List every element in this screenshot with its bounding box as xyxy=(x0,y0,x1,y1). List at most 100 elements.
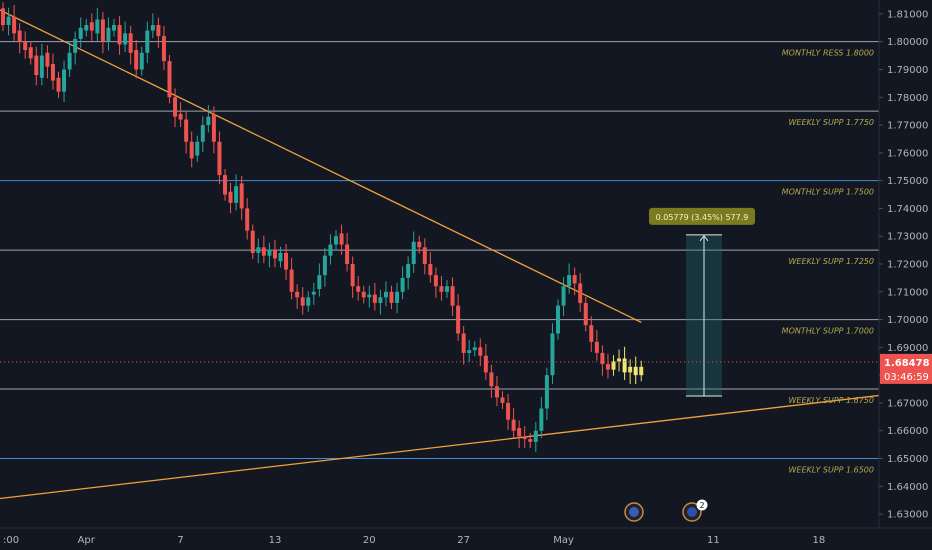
candle-body xyxy=(633,366,638,376)
price-tick-label: 1.74000 xyxy=(887,204,928,215)
candle-body xyxy=(622,358,627,373)
measure-tool[interactable]: 0.05779 (3.45%) 577.9 xyxy=(649,207,755,397)
candle-body xyxy=(372,294,377,303)
candle-body xyxy=(517,427,522,437)
candle-body xyxy=(306,297,311,306)
candle-body xyxy=(611,361,616,370)
candle-body xyxy=(195,141,200,156)
time-tick-label: 20 xyxy=(363,535,376,546)
candle-body xyxy=(150,25,155,31)
candle-body xyxy=(422,247,427,264)
candle-body xyxy=(73,38,78,53)
level-label: WEEKLY SUPP 1.7250 xyxy=(788,257,874,266)
price-tick-label: 1.77000 xyxy=(887,121,928,132)
candle-body xyxy=(311,291,316,295)
candle-body xyxy=(361,291,366,298)
price-tick-label: 1.70000 xyxy=(887,315,928,326)
level-label: MONTHLY SUPP 1.7500 xyxy=(782,188,874,197)
candle-body xyxy=(56,77,61,92)
trend-lines xyxy=(0,9,892,500)
candle-body xyxy=(45,52,50,67)
price-tick-label: 1.80000 xyxy=(887,37,928,48)
candle-body xyxy=(528,439,533,442)
candle-body xyxy=(600,352,605,365)
time-tick-label: 18 xyxy=(812,535,825,546)
candle-body xyxy=(456,305,461,334)
price-tick-label: 1.79000 xyxy=(887,65,928,76)
candle-body xyxy=(156,25,161,37)
candle-body xyxy=(322,255,327,276)
candle-body xyxy=(500,397,505,403)
candle-body xyxy=(261,247,266,256)
candle-body xyxy=(450,286,455,306)
candle-body xyxy=(400,277,405,292)
candle-body xyxy=(173,97,178,117)
candle-body xyxy=(23,41,28,51)
candle-body xyxy=(178,113,183,120)
candle-body xyxy=(439,286,444,292)
measure-label: 0.05779 (3.45%) 577.9 xyxy=(656,213,749,222)
candle-body xyxy=(217,141,222,176)
event-icons[interactable]: 2 xyxy=(624,499,708,522)
candle-body xyxy=(567,275,572,287)
price-tick-label: 1.64000 xyxy=(887,482,928,493)
candle-body xyxy=(328,244,333,256)
level-label: MONTHLY SUPP 1.7000 xyxy=(782,327,874,336)
time-tick-label: 13 xyxy=(269,535,282,546)
event-count-badge xyxy=(696,499,708,511)
candle-body xyxy=(461,333,466,353)
candle-body xyxy=(334,236,338,245)
uptrend-line xyxy=(0,393,892,500)
time-tick-label: 7 xyxy=(177,535,183,546)
candle-body xyxy=(84,25,89,31)
candle-body xyxy=(583,302,588,326)
candle-body xyxy=(256,247,261,253)
candle-body xyxy=(639,366,644,376)
time-axis[interactable]: :00 Apr 7 13 20 27 May 11 18 xyxy=(3,535,825,546)
candle-body xyxy=(245,208,250,231)
candle-body xyxy=(167,61,172,98)
candle-body xyxy=(267,250,272,256)
current-price-value: 1.68478 xyxy=(884,358,930,369)
candle-body xyxy=(467,350,472,353)
candles xyxy=(1,2,644,453)
candle-body xyxy=(445,286,449,292)
candle-body xyxy=(206,116,211,126)
candle-body xyxy=(550,333,555,376)
candle-body xyxy=(383,291,388,298)
candle-body xyxy=(428,264,433,276)
price-tick-label: 1.78000 xyxy=(887,93,928,104)
price-axis-bg xyxy=(879,0,932,528)
price-tick-label: 1.75000 xyxy=(887,176,928,187)
candle-body xyxy=(572,275,577,284)
candle-body xyxy=(533,430,538,442)
candle-body xyxy=(417,241,422,248)
current-price-marker: 1.68478 03:46:59 xyxy=(0,353,932,384)
candle-body xyxy=(345,244,350,264)
candle-body xyxy=(489,372,494,387)
candle-body xyxy=(89,22,94,31)
candle-body xyxy=(350,264,355,287)
candle-body xyxy=(483,355,488,373)
level-label: MONTHLY RESS 1.8000 xyxy=(782,49,874,58)
candle-body xyxy=(250,230,255,253)
candle-body xyxy=(184,119,189,142)
australia-flag-icon xyxy=(687,507,697,517)
candle-body xyxy=(272,250,277,259)
candle-body xyxy=(284,252,289,270)
candle-body xyxy=(605,364,610,370)
candle-body xyxy=(628,366,633,373)
candle-body xyxy=(339,233,344,245)
price-tick-label: 1.63000 xyxy=(887,510,928,521)
candle-body xyxy=(95,19,100,34)
candle-body xyxy=(433,275,438,287)
candle-body xyxy=(522,436,527,440)
price-axis[interactable]: 1.81000 1.80000 1.79000 1.78000 1.77000 1.760… xyxy=(879,9,928,521)
price-tick-label: 1.81000 xyxy=(887,9,928,20)
candle-body xyxy=(478,347,483,356)
candle-body xyxy=(234,186,239,203)
candle-body xyxy=(117,25,122,45)
candle-body xyxy=(295,291,300,298)
candle-body xyxy=(28,47,33,59)
